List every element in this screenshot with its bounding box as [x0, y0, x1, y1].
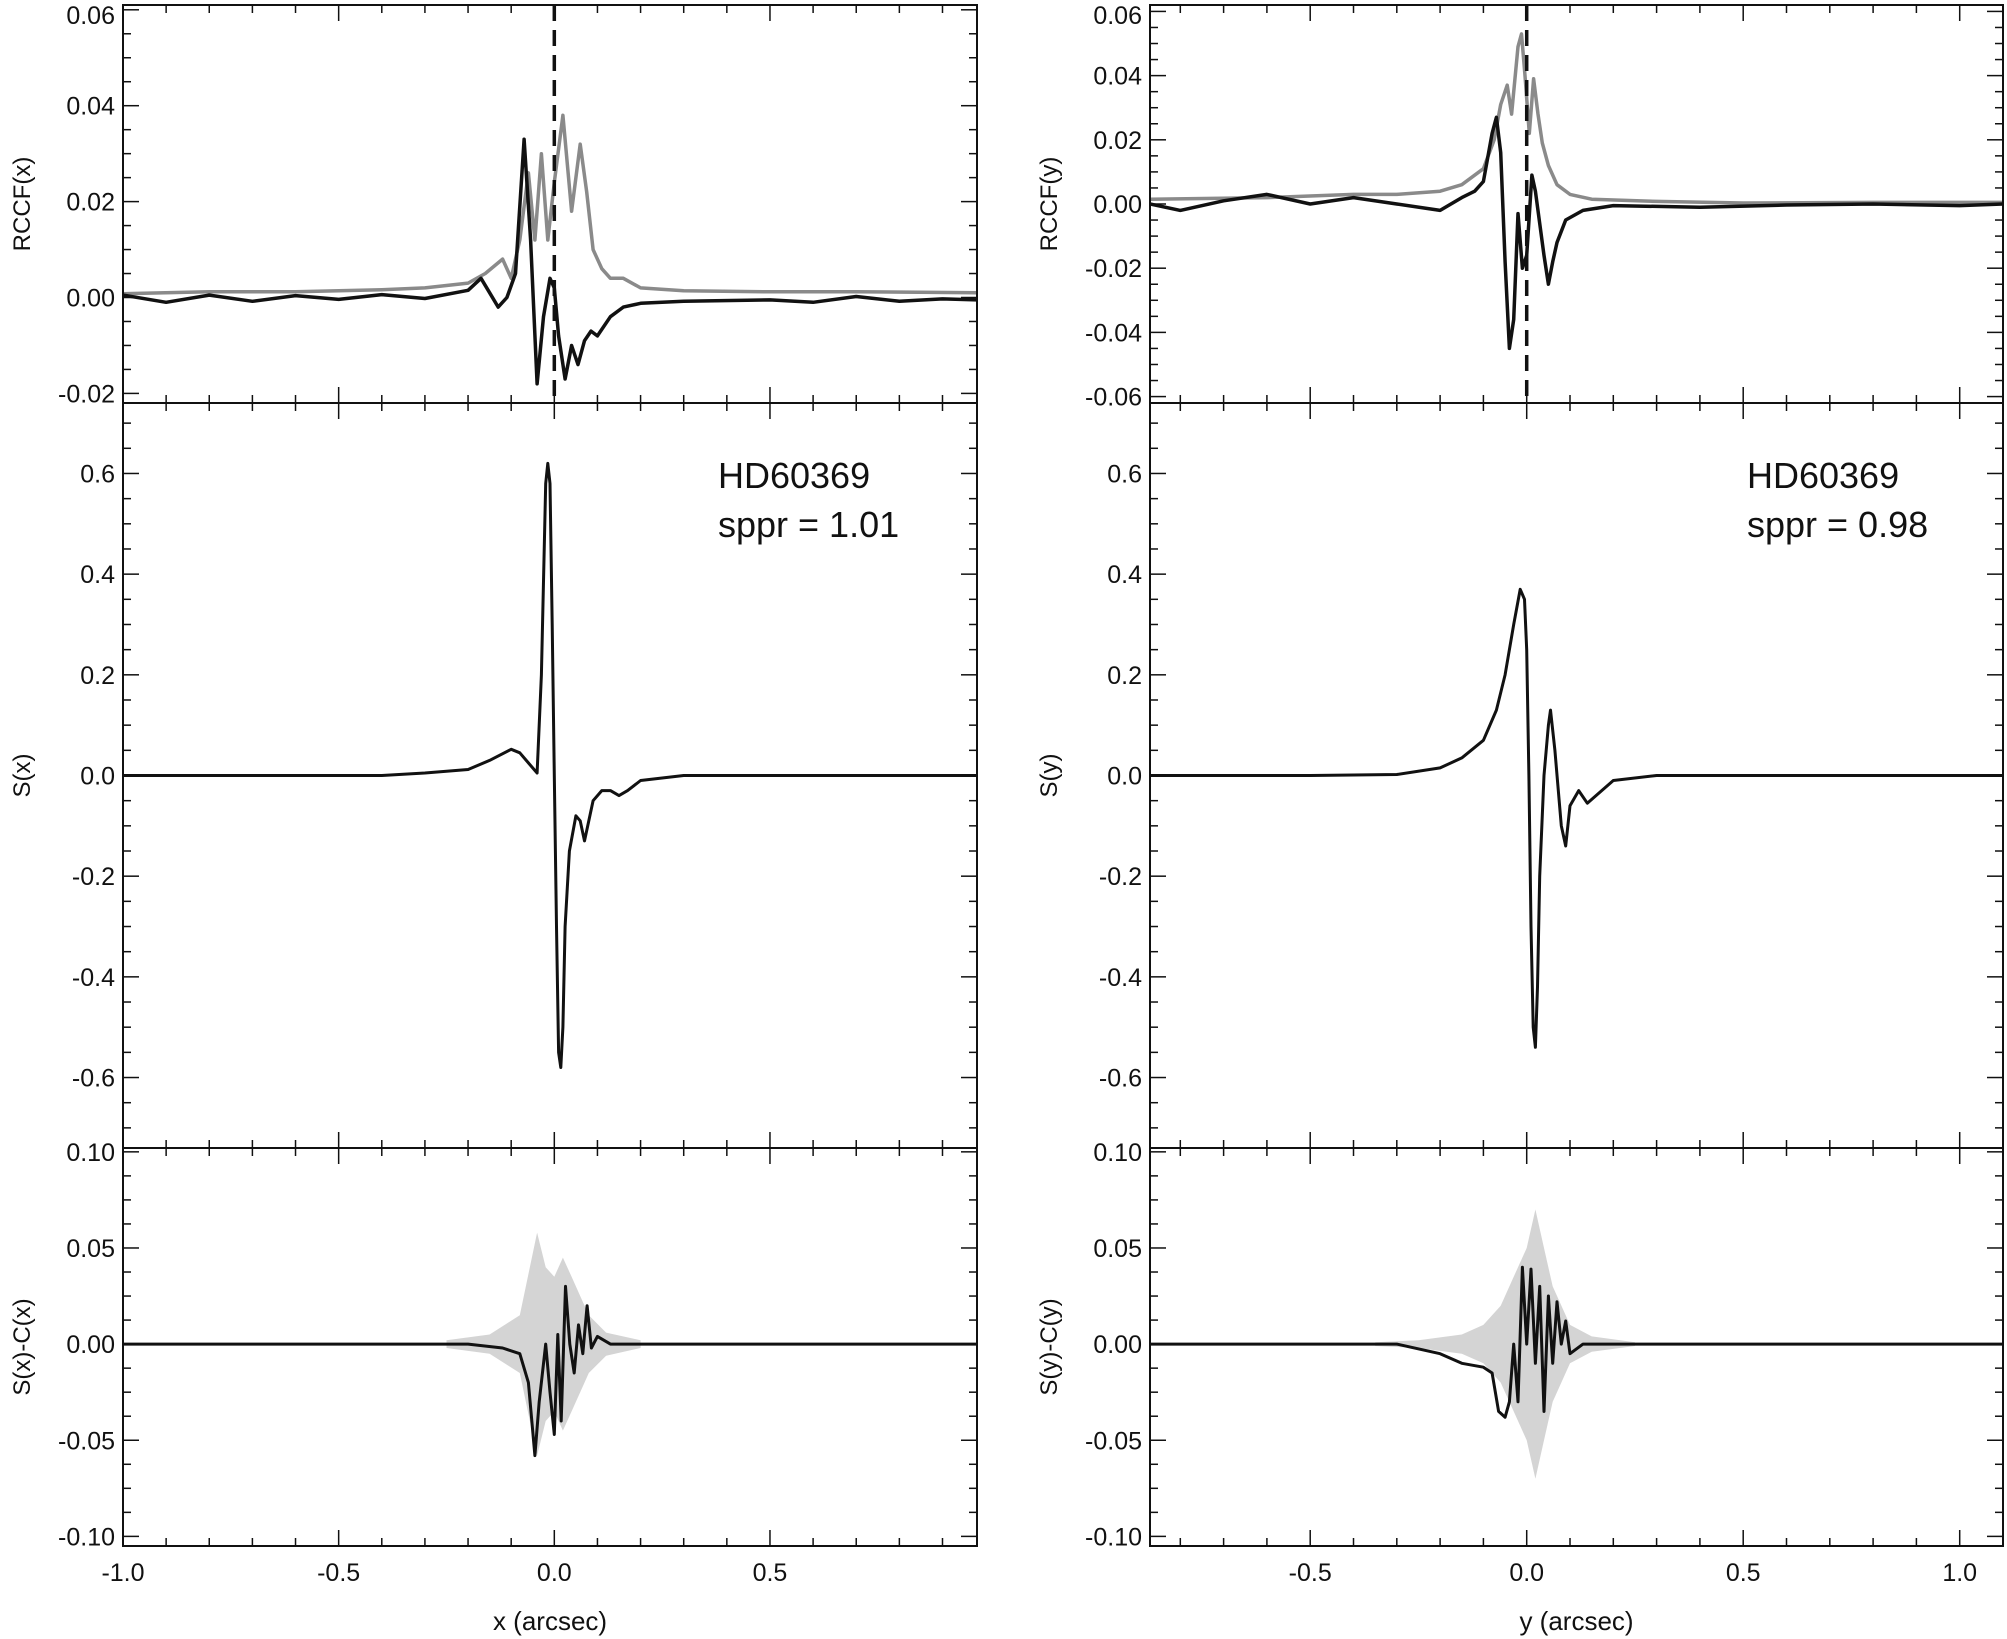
- series-line-1: [1150, 115, 2003, 351]
- series-line-0: [1150, 587, 2003, 1049]
- star-name-annotation: HD60369: [718, 455, 870, 496]
- uncertainty-band: [446, 1232, 641, 1456]
- x-tick-label: -0.5: [1289, 1559, 1332, 1587]
- panel-left-top: -0.02 0.00 0.02 0.04 0.06 RCCF(x): [9, 2, 978, 408]
- panel-frame: [122, 4, 978, 404]
- y-tick-label: 0.6: [80, 460, 115, 488]
- y-tick-label: 0.04: [1093, 63, 1142, 91]
- series-line-0: [1150, 1265, 2003, 1419]
- y-tick-label: 0.02: [1093, 127, 1142, 155]
- y-tick-label: 0.02: [66, 189, 115, 217]
- y-tick-label: -0.05: [1085, 1427, 1142, 1455]
- y-tick-label: -0.4: [1099, 964, 1142, 992]
- y-tick-label: 0.10: [66, 1139, 115, 1167]
- series-line-0: [123, 461, 977, 1069]
- x-tick-label: 0.5: [753, 1559, 788, 1587]
- y-tick-label: 0.00: [66, 1331, 115, 1359]
- y-axis-label: S(x): [9, 754, 36, 798]
- y-axis-label: RCCF(y): [1036, 157, 1063, 252]
- y-tick-label: 0.10: [1093, 1139, 1142, 1167]
- star-name-annotation: HD60369: [1747, 455, 1899, 496]
- y-tick-label: -0.10: [1085, 1523, 1142, 1551]
- y-tick-label: -0.2: [72, 863, 115, 891]
- y-tick-label: -0.02: [1085, 255, 1142, 283]
- y-tick-label: -0.6: [1099, 1065, 1142, 1093]
- x-tick-label: -0.5: [317, 1559, 360, 1587]
- y-tick-label: 0.2: [80, 662, 115, 690]
- y-tick-label: -0.2: [1099, 863, 1142, 891]
- uncertainty-band: [1375, 1209, 1635, 1479]
- y-tick-label: 0.04: [66, 93, 115, 121]
- plot-area: [123, 113, 977, 386]
- series-line-1: [123, 137, 977, 386]
- y-tick-label: -0.6: [72, 1065, 115, 1093]
- y-tick-label: -0.02: [58, 380, 115, 408]
- plot-area: [123, 1232, 977, 1458]
- y-axis-label: S(y): [1036, 754, 1063, 798]
- y-tick-label: 0.00: [1093, 191, 1142, 219]
- y-axis-label: S(y)-C(y): [1036, 1298, 1063, 1395]
- sppr-annotation: sppr = 1.01: [718, 504, 899, 545]
- panel-left-middle: -0.6 -0.4 -0.2 0.0 0.2 0.4 0.6 S(x) HD60369 sppr …: [9, 402, 978, 1149]
- x-tick-label: 1.0: [1942, 1559, 1977, 1587]
- y-tick-label: 0.0: [1107, 763, 1142, 791]
- panel-frame: [1149, 1147, 2004, 1547]
- y-axis-label: S(x)-C(x): [9, 1298, 36, 1395]
- x-tick-label: 0.0: [1509, 1559, 1544, 1587]
- y-tick-label: -0.04: [1085, 319, 1142, 347]
- y-axis-label: RCCF(x): [9, 157, 36, 252]
- y-tick-label: 0.06: [66, 2, 115, 30]
- x-tick-label: 0.0: [537, 1559, 572, 1587]
- y-tick-label: 0.05: [66, 1235, 115, 1263]
- y-tick-label: 0.4: [80, 561, 115, 589]
- series-line-0: [123, 1284, 977, 1458]
- y-tick-label: -0.05: [58, 1427, 115, 1455]
- plot-area: [1150, 1209, 2003, 1479]
- panel-right-bottom: -0.10 -0.05 0.00 0.05 0.10 -0.5 0.0 0.5 1.0 S(y)-…: [1036, 1139, 2004, 1636]
- x-axis-label: y (arcsec): [1519, 1606, 1633, 1636]
- series-line-0: [1150, 32, 2003, 205]
- sppr-annotation: sppr = 0.98: [1747, 504, 1928, 545]
- panel-left-bottom: -0.10 -0.05 0.00 0.05 0.10 -1.0 -0.5 0.0 0.5 S(x)…: [9, 1139, 978, 1636]
- plot-area: [1150, 32, 2003, 351]
- panel-right-top: -0.06 -0.04 -0.02 0.00 0.02 0.04 0.06 RCCF(y): [1036, 2, 2004, 412]
- y-tick-label: 0.2: [1107, 662, 1142, 690]
- y-tick-label: -0.4: [72, 964, 115, 992]
- series-line-0: [123, 113, 977, 296]
- plot-area: [1150, 587, 2003, 1049]
- x-tick-label: -1.0: [101, 1559, 144, 1587]
- y-tick-label: 0.6: [1107, 460, 1142, 488]
- panel-frame: [122, 1147, 978, 1547]
- x-axis-label: x (arcsec): [493, 1606, 607, 1636]
- y-tick-label: 0.0: [80, 763, 115, 791]
- y-tick-label: 0.00: [1093, 1331, 1142, 1359]
- y-tick-label: 0.00: [66, 285, 115, 313]
- panel-right-middle: -0.6 -0.4 -0.2 0.0 0.2 0.4 0.6 S(y) HD60369 sppr …: [1036, 402, 2004, 1149]
- plot-area: [123, 461, 977, 1069]
- y-tick-label: -0.10: [58, 1523, 115, 1551]
- x-tick-label: 0.5: [1726, 1559, 1761, 1587]
- y-tick-label: 0.4: [1107, 561, 1142, 589]
- y-tick-label: 0.05: [1093, 1235, 1142, 1263]
- y-tick-label: -0.06: [1085, 384, 1142, 412]
- y-tick-label: 0.06: [1093, 2, 1142, 30]
